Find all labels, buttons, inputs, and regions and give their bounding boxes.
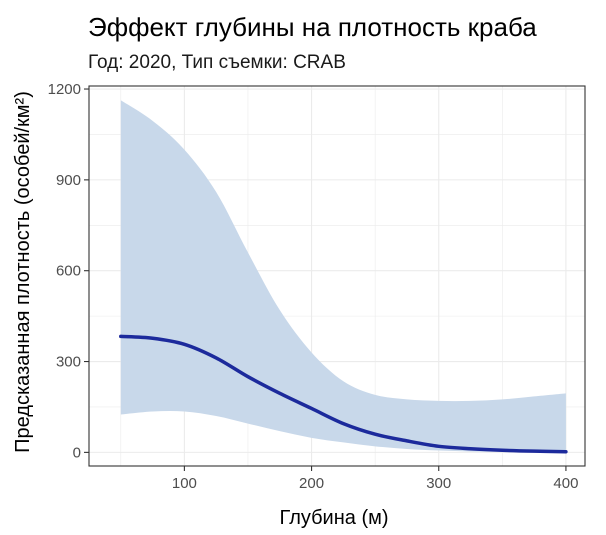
y-axis: 0 300 600 900 1200: [48, 81, 89, 461]
x-tick-label: 100: [172, 475, 197, 492]
x-tick-label: 400: [553, 475, 578, 492]
y-tick-label: 900: [56, 172, 81, 189]
x-tick-label: 300: [426, 475, 451, 492]
chart-subtitle: Год: 2020, Тип съемки: CRAB: [88, 52, 346, 73]
x-axis-title: Глубина (м): [279, 507, 388, 529]
y-tick-label: 300: [56, 354, 81, 371]
chart-title: Эффект глубины на плотность краба: [88, 12, 537, 42]
x-axis: 100 200 300 400: [172, 466, 578, 492]
x-tick-label: 200: [299, 475, 324, 492]
y-tick-label: 600: [56, 263, 81, 280]
y-tick-label: 1200: [48, 81, 81, 98]
panel-border: [88, 85, 586, 467]
prediction-line: [119, 334, 568, 454]
y-tick-label: 0: [73, 444, 81, 461]
confidence-ribbon: [120, 100, 566, 453]
y-axis-title: Предсказанная плотность (особей/км²): [12, 91, 34, 453]
